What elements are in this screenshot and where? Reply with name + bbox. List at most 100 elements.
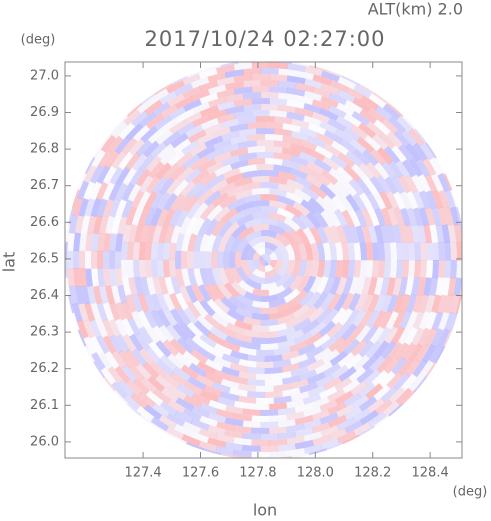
- radar-cell: [251, 427, 270, 434]
- radar-cell: [152, 224, 163, 244]
- radar-cell: [136, 405, 155, 422]
- radar-cell: [367, 293, 380, 313]
- radar-cell: [187, 233, 198, 252]
- radar-cell: [289, 353, 309, 365]
- radar-cell: [389, 242, 398, 261]
- radar-cell: [169, 434, 188, 444]
- radar-cell: [455, 206, 462, 226]
- radar-cell: [371, 260, 379, 279]
- radar-cell: [323, 129, 343, 144]
- radar-cell: [131, 293, 143, 313]
- radar-cell: [251, 200, 270, 208]
- x-tick-label: 127.6: [182, 466, 219, 481]
- radar-cell: [384, 176, 399, 195]
- radar-cell: [111, 215, 122, 235]
- radar-cell: [265, 260, 271, 265]
- radar-cell: [196, 145, 216, 159]
- radar-cell: [277, 195, 296, 207]
- radar-cell: [196, 132, 215, 146]
- radar-cell: [408, 158, 424, 178]
- radar-cell: [437, 294, 448, 314]
- radar-cell: [351, 163, 368, 181]
- radar-cell: [202, 448, 221, 455]
- radar-cell: [398, 358, 414, 377]
- radar-cell: [302, 275, 317, 294]
- radar-cell: [443, 329, 453, 348]
- radar-cell: [96, 335, 110, 355]
- radar-cell: [265, 146, 284, 154]
- radar-cell: [285, 328, 305, 341]
- radar-cell: [418, 190, 431, 210]
- radar-cell: [89, 164, 104, 184]
- radar-cell: [181, 434, 201, 447]
- radar-cell: [406, 190, 419, 210]
- radar-cell: [293, 317, 312, 332]
- radar-cell: [175, 292, 189, 311]
- radar-cell: [104, 150, 120, 169]
- radar-cell: [387, 341, 403, 360]
- radar-cell: [93, 285, 103, 305]
- radar-cell: [199, 402, 219, 415]
- radar-cell: [374, 93, 391, 106]
- radar-cell: [320, 83, 340, 96]
- radar-cell: [348, 225, 360, 244]
- radar-cell: [290, 143, 310, 154]
- radar-cell: [215, 64, 236, 74]
- radar-cell: [268, 402, 288, 410]
- radar-cell: [274, 273, 291, 288]
- radar-cell: [282, 123, 302, 133]
- radar-cell: [211, 192, 230, 208]
- radar-cell: [145, 241, 153, 260]
- radar-cell: [89, 319, 102, 339]
- radar-cell: [392, 310, 406, 329]
- radar-cell: [431, 294, 442, 314]
- radar-cell: [81, 214, 91, 234]
- radar-cell: [260, 294, 278, 303]
- radar-cell: [320, 169, 339, 186]
- radar-cell: [367, 224, 378, 244]
- radar-cell: [310, 396, 330, 409]
- radar-cell: [318, 386, 338, 400]
- radar-cell: [100, 134, 117, 153]
- radar-cell: [224, 441, 244, 451]
- radar-cell: [310, 242, 320, 261]
- radar-cell: [159, 354, 177, 371]
- radar-cell: [242, 328, 261, 338]
- radar-cell: [304, 66, 324, 77]
- radar-cell: [144, 207, 156, 227]
- radar-cell: [294, 107, 314, 118]
- radar-cell: [334, 180, 351, 198]
- radar-cell: [273, 128, 293, 137]
- radar-cell: [138, 241, 147, 260]
- radar-cell: [65, 277, 71, 296]
- radar-cell: [425, 311, 437, 331]
- radar-cell: [133, 241, 141, 260]
- radar-cell: [315, 132, 335, 146]
- radar-cell: [438, 260, 446, 279]
- radar-cell: [238, 164, 257, 174]
- radar-cell: [420, 242, 428, 261]
- radar-cell: [131, 348, 148, 367]
- radar-cell: [213, 206, 231, 223]
- radar-cell: [328, 105, 347, 119]
- radar-cell: [228, 210, 246, 225]
- radar-cell: [79, 268, 87, 287]
- radar-cell: [369, 148, 387, 166]
- radar-cell: [355, 276, 366, 296]
- radar-cell: [281, 350, 300, 361]
- radar-cell: [95, 181, 109, 201]
- radar-cell: [265, 121, 284, 130]
- radar-cell: [182, 153, 201, 170]
- radar-cell: [348, 209, 361, 228]
- radar-cell: [273, 395, 292, 404]
- radar-cell: [74, 214, 85, 234]
- radar-cell: [154, 374, 173, 391]
- radar-cell: [320, 335, 339, 351]
- radar-cell: [386, 131, 404, 149]
- radar-cell: [84, 156, 96, 175]
- radar-cell: [336, 417, 356, 431]
- radar-cell: [389, 260, 397, 279]
- radar-cell: [335, 242, 344, 261]
- radar-cell: [320, 209, 335, 228]
- radar-cell: [383, 260, 392, 279]
